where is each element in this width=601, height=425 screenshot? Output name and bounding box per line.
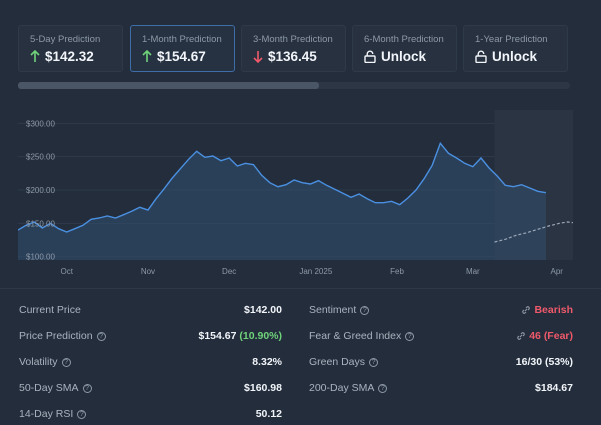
stat-price-prediction: Price Prediction? $154.67 (10.90%)	[19, 330, 282, 346]
prediction-value: Unlock	[364, 49, 426, 64]
prediction-value: $136.45	[253, 49, 317, 64]
x-tick-label: Dec	[222, 267, 236, 276]
prediction-value-text: $136.45	[268, 49, 317, 64]
stat-label-text: 200-Day SMA	[309, 382, 375, 394]
prediction-value: $142.32	[30, 49, 94, 64]
price-area	[18, 143, 546, 260]
stat-label-text: 14-Day RSI	[19, 408, 74, 420]
prediction-label: 5-Day Prediction	[30, 34, 101, 45]
stat-value: 8.32%	[252, 356, 282, 368]
prediction-card-5-day[interactable]: 5-Day Prediction $142.32	[18, 25, 123, 72]
stat-label: Volatility?	[19, 356, 71, 368]
prediction-label: 1-Year Prediction	[475, 34, 548, 45]
stat-value: $154.67 (10.90%)	[199, 330, 283, 342]
stat-label-text: Volatility	[19, 356, 58, 368]
stat-value: $160.98	[244, 382, 282, 394]
unlock-link[interactable]: Unlock	[381, 49, 427, 64]
arrow-up-icon	[142, 50, 152, 62]
stat-fear-greed-index: Fear & Greed Index? 46 (Fear)	[309, 330, 573, 346]
prediction-card-6-month[interactable]: 6-Month Prediction Unlock	[352, 25, 457, 72]
stat-14-day-rsi: 14-Day RSI? 50.12	[19, 408, 282, 424]
scrollbar-thumb[interactable]	[18, 82, 319, 89]
y-tick-label: $250.00	[26, 153, 55, 162]
y-tick-label: $150.00	[26, 219, 55, 228]
prediction-value-text: $142.32	[45, 49, 94, 64]
divider	[0, 288, 601, 289]
prediction-card-1-year[interactable]: 1-Year Prediction Unlock	[463, 25, 568, 72]
help-icon[interactable]: ?	[378, 383, 388, 393]
stat-value: 16/30 (53%)	[515, 356, 573, 368]
x-tick-label: Mar	[466, 267, 480, 276]
stat-value: $184.67	[535, 382, 573, 394]
lock-icon	[364, 50, 376, 63]
stat-50-day-sma: 50-Day SMA? $160.98	[19, 382, 282, 398]
prediction-label: 6-Month Prediction	[364, 34, 444, 45]
x-tick-label: Feb	[390, 267, 404, 276]
prediction-label: 1-Month Prediction	[142, 34, 222, 45]
prediction-card-1-month[interactable]: 1-Month Prediction $154.67	[130, 25, 235, 72]
stat-label-text: Fear & Greed Index	[309, 330, 402, 342]
stat-value-text: 46 (Fear)	[529, 330, 573, 342]
stat-label: Current Price	[19, 304, 81, 316]
x-tick-label: Apr	[551, 267, 564, 276]
prediction-value-text: $154.67	[157, 49, 206, 64]
stat-volatility: Volatility? 8.32%	[19, 356, 282, 372]
stat-label: Fear & Greed Index?	[309, 330, 415, 342]
stat-green-days: Green Days? 16/30 (53%)	[309, 356, 573, 372]
stat-current-price: Current Price $142.00	[19, 304, 282, 320]
forecast-line	[494, 221, 574, 243]
prediction-value: Unlock	[475, 49, 537, 64]
price-chart[interactable]: $300.00 $250.00 $200.00 $150.00 $100.00 Oct No…	[17, 110, 574, 280]
price-line	[17, 141, 547, 233]
stat-label: 50-Day SMA?	[19, 382, 92, 394]
help-icon[interactable]: ?	[96, 331, 106, 341]
arrow-up-icon	[30, 50, 40, 62]
y-tick-label: $300.00	[26, 119, 55, 128]
horizontal-scrollbar[interactable]	[18, 82, 570, 89]
link-icon	[522, 306, 531, 314]
stat-label-text: 50-Day SMA	[19, 382, 79, 394]
prediction-card-3-month[interactable]: 3-Month Prediction $136.45	[241, 25, 346, 72]
stat-label: 14-Day RSI?	[19, 408, 87, 420]
stat-label-text: Price Prediction	[19, 330, 93, 342]
price-chart-svg: $300.00 $250.00 $200.00 $150.00 $100.00 Oct No…	[17, 110, 574, 276]
unlock-link[interactable]: Unlock	[492, 49, 538, 64]
y-tick-label: $200.00	[26, 186, 55, 195]
stat-value-text: $154.67	[198, 330, 237, 342]
help-icon[interactable]: ?	[360, 305, 370, 315]
prediction-cards: 5-Day Prediction $142.32 1-Month Predict…	[18, 25, 570, 73]
link-icon	[517, 332, 525, 340]
arrow-down-icon	[253, 51, 263, 63]
prediction-value: $154.67	[142, 49, 206, 64]
help-icon[interactable]: ?	[82, 383, 92, 393]
stat-label: 200-Day SMA?	[309, 382, 388, 394]
help-icon[interactable]: ?	[369, 357, 379, 367]
help-icon[interactable]: ?	[77, 409, 87, 419]
stat-value: 50.12	[255, 408, 282, 420]
stat-value-text: Bearish	[534, 304, 573, 316]
stat-label: Green Days?	[309, 356, 379, 368]
x-tick-label: Jan 2025	[299, 267, 332, 276]
stat-label-text: Sentiment	[309, 304, 357, 316]
lock-icon	[475, 50, 487, 63]
stat-label: Price Prediction?	[19, 330, 106, 342]
stat-value: $142.00	[244, 304, 282, 316]
prediction-label: 3-Month Prediction	[253, 34, 333, 45]
y-tick-label: $100.00	[26, 253, 55, 262]
stat-label: Sentiment?	[309, 304, 370, 316]
x-tick-label: Oct	[61, 267, 74, 276]
stat-sentiment: Sentiment? Bearish	[309, 304, 573, 320]
stat-change-percent: (10.90%)	[239, 330, 282, 342]
x-tick-label: Nov	[141, 267, 155, 276]
stat-value[interactable]: Bearish	[521, 304, 573, 316]
stat-label-text: Green Days	[309, 356, 366, 368]
help-icon[interactable]: ?	[405, 331, 415, 341]
help-icon[interactable]: ?	[61, 357, 71, 367]
stat-200-day-sma: 200-Day SMA? $184.67	[309, 382, 573, 398]
stat-value[interactable]: 46 (Fear)	[516, 330, 573, 342]
